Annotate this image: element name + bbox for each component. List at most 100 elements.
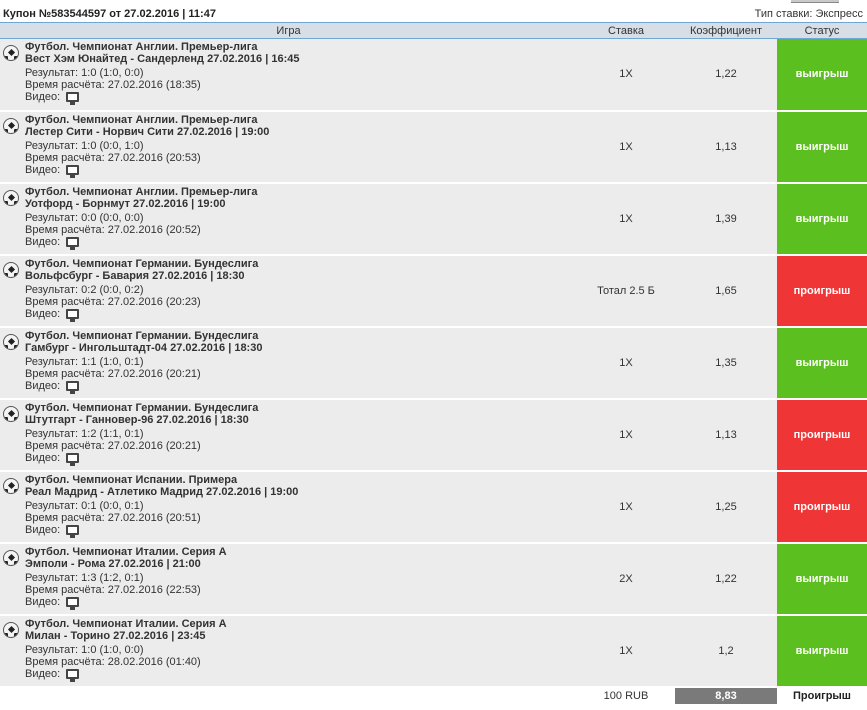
bet-type-label: Тип ставки: Экспресс <box>754 8 863 20</box>
match-teams: Вольфсбург - Бавария 27.02.2016 | 18:30 <box>25 269 245 282</box>
match-result: Результат: 0:0 (0:0, 0:0) <box>25 211 144 224</box>
match-status-badge: выигрыш <box>777 542 867 616</box>
match-calc-time: Время расчёта: 28.02.2016 (01:40) <box>25 655 201 668</box>
match-stake: 1X <box>577 398 675 472</box>
match-status-badge: выигрыш <box>777 38 867 112</box>
stake-amount: 100 RUB <box>577 686 675 704</box>
video-label: Видео: <box>25 307 61 320</box>
match-coef: 1,13 <box>675 110 777 184</box>
column-header-game: Игра <box>0 22 577 39</box>
match-status-badge: выигрыш <box>777 614 867 688</box>
match-stake: 1X <box>577 470 675 544</box>
match-teams: Гамбург - Ингольштадт-04 27.02.2016 | 18… <box>25 341 263 354</box>
match-calc-time: Время расчёта: 27.02.2016 (20:23) <box>25 295 201 308</box>
monitor-icon[interactable] <box>66 668 80 682</box>
match-status-badge: проигрыш <box>777 398 867 472</box>
monitor-icon[interactable] <box>66 236 80 250</box>
soccer-ball-icon <box>3 189 19 206</box>
match-game-cell: Футбол. Чемпионат Италии. Серия А Эмполи… <box>0 542 577 616</box>
monitor-icon[interactable] <box>66 524 80 538</box>
final-status: Проигрыш <box>777 686 867 704</box>
soccer-ball-icon <box>3 45 19 61</box>
match-game-cell: Футбол. Чемпионат Германии. Бундеслига Ш… <box>0 398 577 472</box>
soccer-ball-icon <box>3 621 19 638</box>
match-coef: 1,22 <box>675 542 777 616</box>
match-status-badge: выигрыш <box>777 182 867 256</box>
match-row: Футбол. Чемпионат Германии. Бундеслига Ш… <box>0 398 867 472</box>
match-league: Футбол. Чемпионат Испании. Примера <box>25 473 238 486</box>
match-result: Результат: 1:0 (0:0, 1:0) <box>25 139 144 152</box>
coupon-table: Игра Ставка Коэффициент Статус Футбол. Ч… <box>0 22 867 704</box>
top-corner-tab <box>791 0 839 3</box>
match-league: Футбол. Чемпионат Англии. Премьер-лига <box>25 41 258 53</box>
match-teams: Эмполи - Рома 27.02.2016 | 21:00 <box>25 557 201 570</box>
match-row: Футбол. Чемпионат Италии. Серия А Милан … <box>0 614 867 688</box>
match-game-cell: Футбол. Чемпионат Германии. Бундеслига Г… <box>0 326 577 400</box>
soccer-ball-icon <box>3 261 19 278</box>
monitor-icon[interactable] <box>66 596 80 610</box>
video-label: Видео: <box>25 379 61 392</box>
column-header-coef: Коэффициент <box>675 22 777 39</box>
match-league: Футбол. Чемпионат Англии. Премьер-лига <box>25 185 258 198</box>
coupon-title: Купон №583544597 от 27.02.2016 | 11:47 <box>3 8 216 20</box>
video-label: Видео: <box>25 595 61 608</box>
match-stake: Тотал 2.5 Б <box>577 254 675 328</box>
column-header-status: Статус <box>777 22 867 39</box>
video-label: Видео: <box>25 235 61 248</box>
video-label: Видео: <box>25 523 61 536</box>
match-video: Видео: <box>25 523 577 538</box>
match-calc-time: Время расчёта: 27.02.2016 (22:53) <box>25 583 201 596</box>
match-league: Футбол. Чемпионат Германии. Бундеслига <box>25 329 259 342</box>
match-game-cell: Футбол. Чемпионат Англии. Премьер-лига У… <box>0 182 577 256</box>
match-video: Видео: <box>25 307 577 322</box>
column-header-stake: Ставка <box>577 22 675 39</box>
match-row: Футбол. Чемпионат Италии. Серия А Эмполи… <box>0 542 867 616</box>
match-game-cell: Футбол. Чемпионат Германии. Бундеслига В… <box>0 254 577 328</box>
match-result: Результат: 0:2 (0:0, 0:2) <box>25 283 144 296</box>
match-stake: 1X <box>577 182 675 256</box>
top-strip <box>0 0 867 6</box>
match-calc-time: Время расчёта: 27.02.2016 (20:53) <box>25 151 201 164</box>
monitor-icon[interactable] <box>66 308 80 322</box>
match-teams: Уотфорд - Борнмут 27.02.2016 | 19:00 <box>25 197 226 210</box>
match-league: Футбол. Чемпионат Германии. Бундеслига <box>25 401 259 414</box>
match-teams: Реал Мадрид - Атлетико Мадрид 27.02.2016… <box>25 485 299 498</box>
match-row: Футбол. Чемпионат Англии. Премьер-лига Л… <box>0 110 867 184</box>
match-status-badge: выигрыш <box>777 326 867 400</box>
monitor-icon[interactable] <box>66 92 80 105</box>
match-status-badge: выигрыш <box>777 110 867 184</box>
match-stake: 2X <box>577 542 675 616</box>
match-video: Видео: <box>25 91 577 105</box>
match-row: Футбол. Чемпионат Испании. Примера Реал … <box>0 470 867 544</box>
monitor-icon[interactable] <box>66 380 80 394</box>
match-coef: 1,2 <box>675 614 777 688</box>
match-coef: 1,25 <box>675 470 777 544</box>
match-status-badge: проигрыш <box>777 470 867 544</box>
match-row: Футбол. Чемпионат Англии. Премьер-лига В… <box>0 38 867 112</box>
monitor-icon[interactable] <box>66 164 80 178</box>
match-coef: 1,35 <box>675 326 777 400</box>
match-coef: 1,22 <box>675 38 777 112</box>
soccer-ball-icon <box>3 117 19 134</box>
match-league: Футбол. Чемпионат Италии. Серия А <box>25 545 227 558</box>
match-result: Результат: 1:2 (1:1, 0:1) <box>25 427 144 440</box>
match-game-cell: Футбол. Чемпионат Англии. Премьер-лига В… <box>0 38 577 112</box>
soccer-ball-icon <box>3 333 19 350</box>
monitor-icon[interactable] <box>66 452 80 466</box>
match-calc-time: Время расчёта: 27.02.2016 (20:52) <box>25 223 201 236</box>
match-game-cell: Футбол. Чемпионат Испании. Примера Реал … <box>0 470 577 544</box>
match-calc-time: Время расчёта: 27.02.2016 (20:21) <box>25 367 201 380</box>
match-video: Видео: <box>25 668 577 682</box>
match-teams: Вест Хэм Юнайтед - Сандерленд 27.02.2016… <box>25 53 300 65</box>
match-result: Результат: 1:0 (1:0, 0:0) <box>25 643 144 656</box>
footer-spacer <box>0 686 577 704</box>
match-league: Футбол. Чемпионат Германии. Бундеслига <box>25 257 259 270</box>
match-coef: 1,65 <box>675 254 777 328</box>
video-label: Видео: <box>25 451 61 464</box>
match-video: Видео: <box>25 379 577 394</box>
match-coef: 1,39 <box>675 182 777 256</box>
match-coef: 1,13 <box>675 398 777 472</box>
match-row: Футбол. Чемпионат Германии. Бундеслига В… <box>0 254 867 328</box>
match-calc-time: Время расчёта: 27.02.2016 (20:21) <box>25 439 201 452</box>
match-video: Видео: <box>25 451 577 466</box>
